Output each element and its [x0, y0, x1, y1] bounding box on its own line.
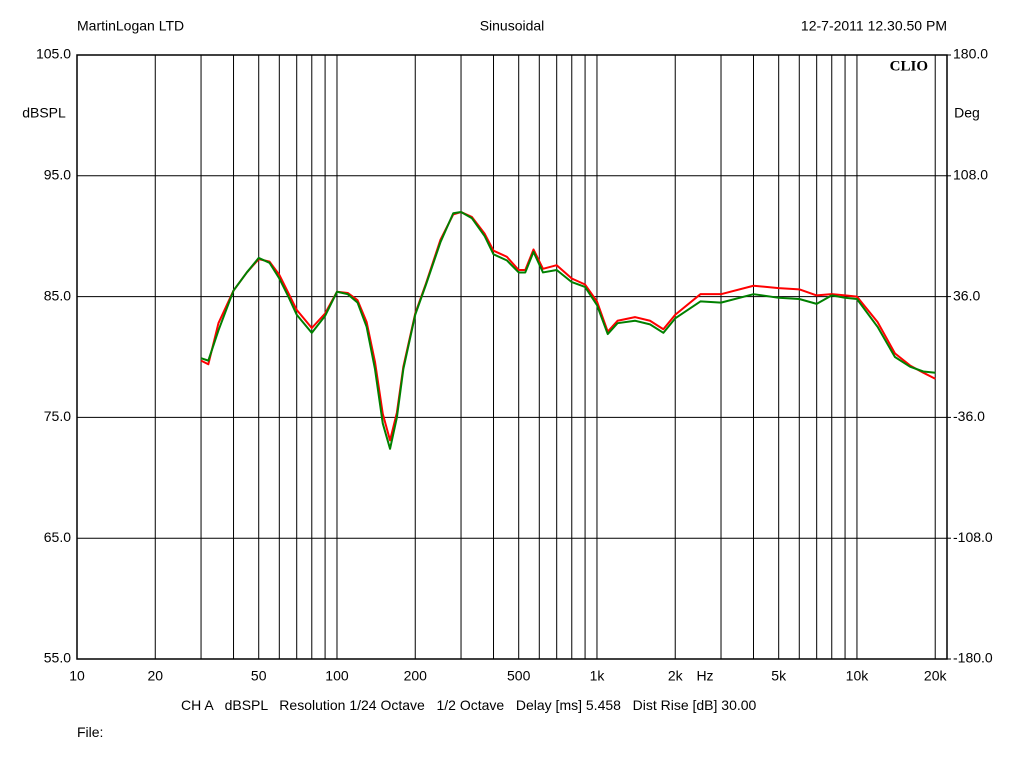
x-tick-label: 2k	[668, 668, 684, 684]
y2-tick-label: -108.0	[953, 529, 993, 545]
file-label: File:	[77, 724, 104, 740]
y-tick-label: 95.0	[44, 167, 71, 183]
y2-axis-label: Deg	[954, 105, 980, 121]
brand: CLIO	[890, 58, 928, 74]
y2-tick-label: -36.0	[953, 408, 985, 424]
y2-tick-label: 108.0	[953, 167, 988, 183]
footer-info: CH A dBSPL Resolution 1/24 Octave 1/2 Oc…	[181, 697, 757, 713]
header-left: MartinLogan LTD	[77, 18, 184, 34]
y-tick-label: 55.0	[44, 650, 71, 666]
x-tick-label: 500	[507, 668, 531, 684]
y2-tick-label: -180.0	[953, 650, 993, 666]
x-tick-label: 20	[147, 668, 163, 684]
x-tick-label: 20k	[924, 668, 948, 684]
x-tick-label: 50	[251, 668, 267, 684]
plot-frame	[76, 54, 948, 660]
x-unit: Hz	[696, 668, 713, 684]
header-right: 12-7-2011 12.30.50 PM	[801, 18, 947, 34]
header-center: Sinusoidal	[480, 18, 545, 34]
x-tick-label: 200	[404, 668, 428, 684]
y2-tick-label: 180.0	[953, 46, 988, 62]
y-tick-label: 65.0	[44, 529, 71, 545]
y-axis-label: dBSPL	[22, 105, 66, 121]
y-tick-label: 85.0	[44, 287, 71, 303]
brand-box	[884, 58, 930, 76]
x-tick-label: 5k	[771, 668, 787, 684]
series-line	[200, 211, 936, 450]
y2-tick-label: 36.0	[953, 287, 980, 303]
x-tick-label: 10k	[846, 668, 870, 684]
y-tick-label: 105.0	[36, 46, 71, 62]
x-tick-label: 1k	[590, 668, 606, 684]
series-line	[200, 211, 936, 442]
y-tick-label: 75.0	[44, 408, 71, 424]
x-tick-label: 10	[69, 668, 85, 684]
x-tick-label: 100	[325, 668, 349, 684]
